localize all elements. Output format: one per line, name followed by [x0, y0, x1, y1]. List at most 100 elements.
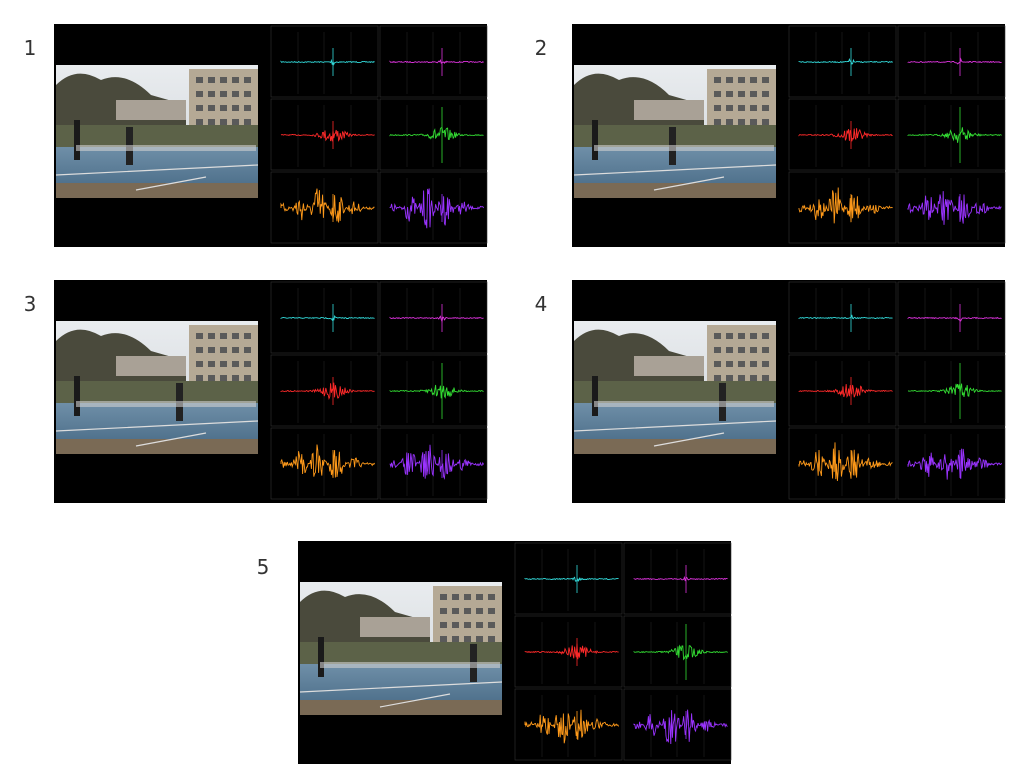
- plot-frame: [788, 354, 897, 427]
- plot-frame: [897, 98, 1006, 171]
- window: [726, 361, 733, 367]
- emg-plot: [514, 688, 623, 761]
- court-lines: [573, 164, 777, 191]
- plot-frame: [514, 542, 623, 615]
- window: [244, 119, 251, 125]
- window: [726, 105, 733, 111]
- window: [750, 77, 757, 83]
- window: [196, 333, 203, 339]
- window: [750, 91, 757, 97]
- waveform: [389, 384, 484, 399]
- emg-plot: [623, 542, 732, 615]
- window: [440, 608, 447, 614]
- window: [488, 636, 495, 642]
- window: [196, 105, 203, 111]
- emg-plot: [270, 281, 379, 354]
- panel: [298, 541, 732, 764]
- window: [738, 119, 745, 125]
- emg-plot: [897, 427, 1006, 500]
- waveform: [798, 187, 893, 224]
- window: [726, 347, 733, 353]
- plot-frame: [514, 688, 623, 761]
- window: [726, 119, 733, 125]
- waveform: [907, 127, 1002, 143]
- court-lines: [55, 164, 259, 191]
- video-frame: [573, 65, 777, 198]
- panel-label: 4: [535, 292, 548, 316]
- window: [452, 622, 459, 628]
- person: [592, 120, 598, 160]
- waveform: [907, 57, 1002, 65]
- waveform: [798, 384, 893, 399]
- waveform: [280, 188, 375, 223]
- window: [750, 361, 757, 367]
- plot-frame: [788, 427, 897, 500]
- window: [220, 119, 227, 125]
- window: [220, 333, 227, 339]
- window: [488, 622, 495, 628]
- window: [714, 361, 721, 367]
- window: [714, 77, 721, 83]
- panel: [54, 24, 488, 247]
- window: [232, 375, 239, 381]
- plot-frame: [897, 354, 1006, 427]
- window: [726, 91, 733, 97]
- plot-frame: [270, 427, 379, 500]
- plot-frame: [788, 25, 897, 98]
- window: [220, 77, 227, 83]
- plot-frame: [897, 25, 1006, 98]
- waveform: [389, 58, 484, 65]
- waveform: [280, 58, 375, 66]
- panel: [572, 280, 1006, 503]
- window: [762, 333, 769, 339]
- window: [762, 375, 769, 381]
- window: [714, 375, 721, 381]
- window: [476, 608, 483, 614]
- ground: [56, 439, 258, 454]
- waveform: [524, 576, 619, 582]
- plot-frame: [897, 427, 1006, 500]
- window: [750, 105, 757, 111]
- emg-plot: [897, 171, 1006, 244]
- waveform: [389, 315, 484, 323]
- window: [714, 105, 721, 111]
- person: [318, 637, 324, 677]
- emg-plot: [379, 354, 488, 427]
- window: [452, 594, 459, 600]
- window: [476, 636, 483, 642]
- waveform: [280, 382, 375, 401]
- window: [738, 347, 745, 353]
- window: [714, 347, 721, 353]
- window: [232, 105, 239, 111]
- window: [464, 636, 471, 642]
- equipment: [76, 401, 256, 407]
- waveform: [389, 188, 484, 229]
- window: [714, 119, 721, 125]
- window: [232, 361, 239, 367]
- emg-plot: [788, 171, 897, 244]
- waveform: [524, 643, 619, 660]
- ground: [300, 700, 502, 715]
- equipment: [594, 401, 774, 407]
- waveform: [389, 444, 484, 480]
- window: [232, 91, 239, 97]
- hedge: [56, 125, 258, 147]
- window: [232, 77, 239, 83]
- hedge: [56, 381, 258, 403]
- panel: [572, 24, 1006, 247]
- plot-frame: [897, 281, 1006, 354]
- plot-frame: [788, 98, 897, 171]
- person: [592, 376, 598, 416]
- window: [208, 347, 215, 353]
- window: [220, 91, 227, 97]
- window: [232, 347, 239, 353]
- low-building: [360, 617, 430, 637]
- window: [762, 105, 769, 111]
- panel-label: 3: [24, 292, 37, 316]
- emg-plot: [897, 98, 1006, 171]
- equipment: [594, 145, 774, 151]
- plot-frame: [788, 281, 897, 354]
- waveform: [907, 191, 1002, 225]
- ground: [574, 439, 776, 454]
- window: [762, 347, 769, 353]
